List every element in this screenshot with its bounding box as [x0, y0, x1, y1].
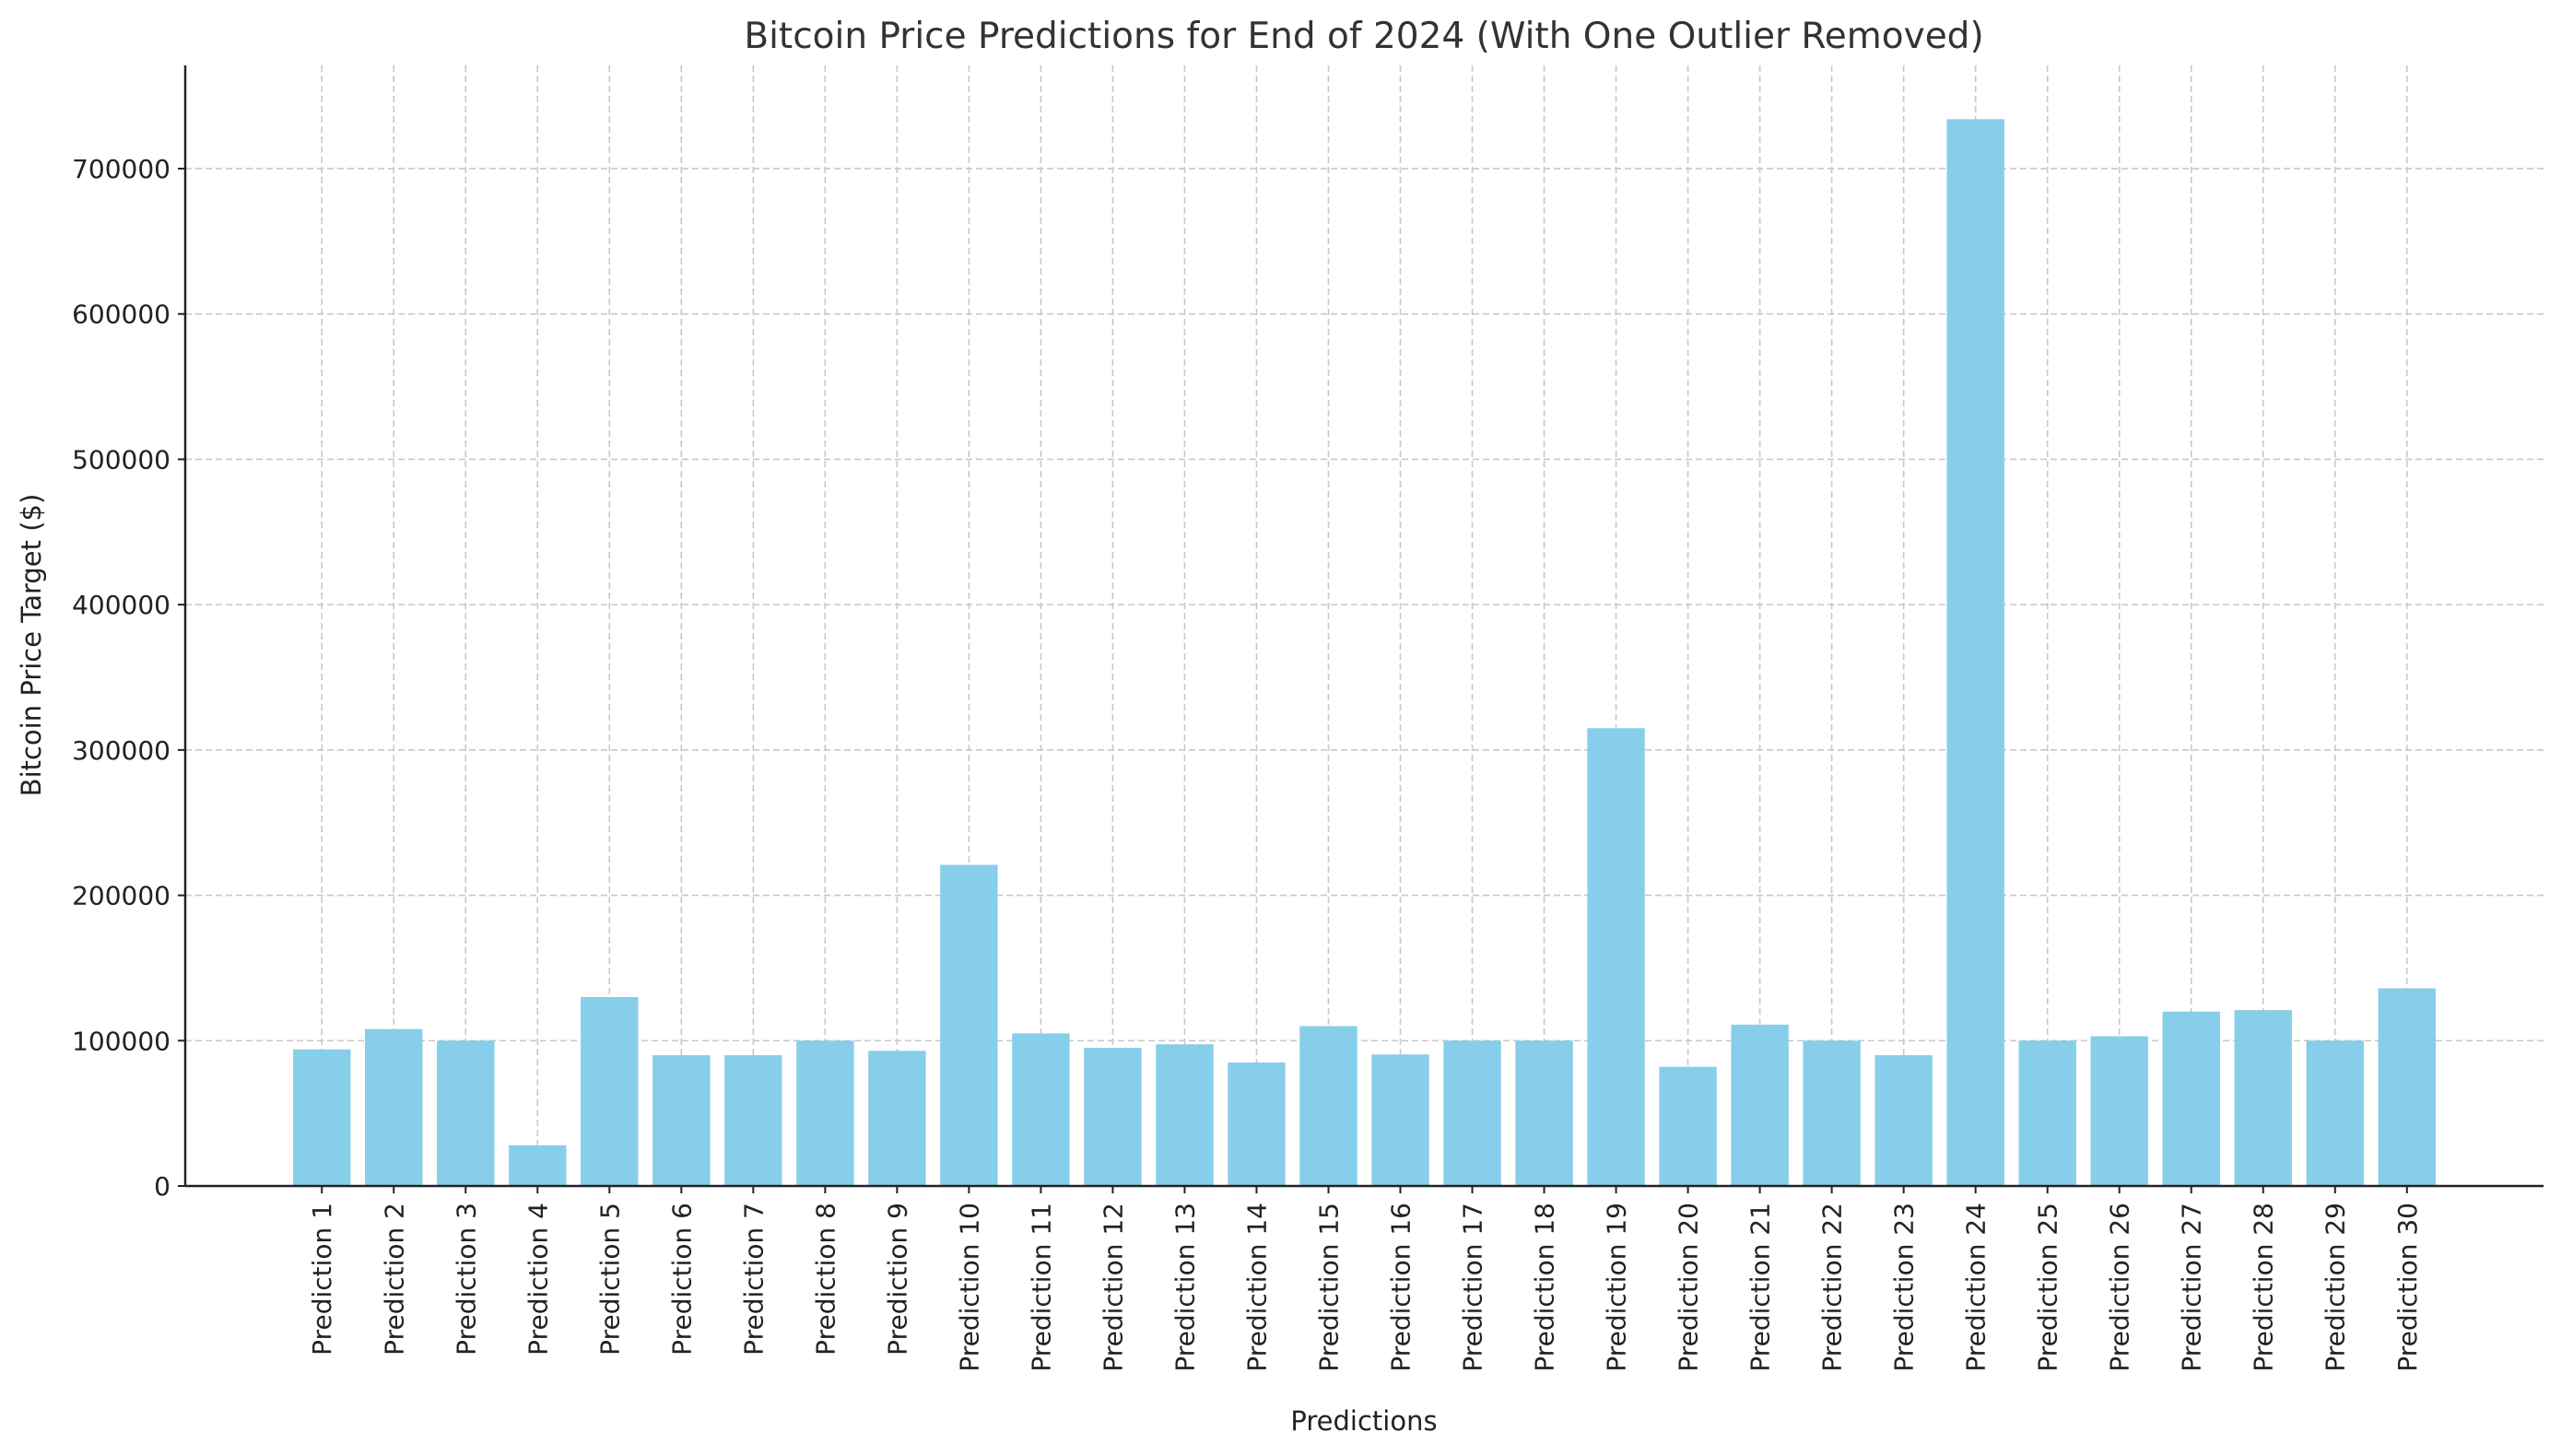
y-tick-label: 600000	[72, 299, 170, 330]
x-tick-label: Prediction 11	[1026, 1203, 1056, 1372]
x-tick-label: Prediction 10	[954, 1203, 984, 1372]
x-ticks: Prediction 1 Prediction 2 Prediction 3 Pred…	[307, 1186, 2423, 1372]
bar-prediction-5	[581, 996, 639, 1186]
x-tick-label: Prediction 28	[2249, 1203, 2279, 1372]
bar-prediction-29	[2306, 1040, 2364, 1186]
bar-prediction-8	[796, 1040, 854, 1186]
bar-prediction-28	[2234, 1010, 2292, 1186]
bar-prediction-18	[1515, 1040, 1573, 1186]
x-tick-label: Prediction 27	[2177, 1203, 2207, 1372]
bar-prediction-20	[1659, 1066, 1717, 1186]
bar-prediction-3	[437, 1040, 495, 1186]
y-tick-label: 200000	[72, 881, 170, 911]
grid	[185, 65, 2544, 1186]
x-axis-label: Predictions	[1290, 1405, 1437, 1437]
x-tick-label: Prediction 21	[1745, 1203, 1776, 1372]
x-tick-label: Prediction 20	[1674, 1203, 1704, 1372]
x-tick-label: Prediction 2	[379, 1203, 409, 1356]
chart-title: Bitcoin Price Predictions for End of 202…	[744, 16, 1983, 57]
bar-prediction-12	[1084, 1048, 1142, 1186]
x-tick-label: Prediction 15	[1313, 1203, 1344, 1372]
bar-prediction-23	[1874, 1055, 1933, 1186]
y-tick-label: 100000	[72, 1026, 170, 1056]
x-tick-label: Prediction 7	[738, 1203, 769, 1356]
x-tick-label: Prediction 25	[2033, 1203, 2063, 1372]
bar-prediction-25	[2018, 1040, 2076, 1186]
bar-prediction-26	[2090, 1036, 2148, 1186]
x-tick-label: Prediction 23	[1889, 1203, 1920, 1372]
x-tick-label: Prediction 3	[451, 1203, 481, 1356]
bar-prediction-21	[1731, 1024, 1789, 1186]
bar-prediction-13	[1156, 1044, 1214, 1186]
y-tick-label: 400000	[72, 590, 170, 620]
bar-prediction-19	[1587, 728, 1645, 1186]
y-tick-label: 0	[154, 1171, 170, 1202]
bar-prediction-14	[1228, 1062, 1286, 1186]
x-tick-label: Prediction 18	[1530, 1203, 1560, 1372]
bar-prediction-27	[2162, 1011, 2220, 1186]
bar-prediction-17	[1443, 1040, 1501, 1186]
bar-prediction-16	[1371, 1054, 1429, 1186]
bar-prediction-15	[1299, 1026, 1357, 1186]
axes	[183, 65, 2544, 1188]
bar-prediction-10	[940, 864, 998, 1186]
x-tick-label: Prediction 13	[1169, 1203, 1200, 1372]
y-axis-label: Bitcoin Price Target ($)	[16, 494, 47, 797]
x-tick-label: Prediction 4	[523, 1203, 553, 1356]
x-tick-label: Prediction 1	[307, 1203, 337, 1356]
bar-prediction-7	[724, 1055, 782, 1186]
x-tick-label: Prediction 5	[594, 1203, 625, 1356]
y-tick-label: 500000	[72, 444, 170, 475]
y-tick-label: 300000	[72, 735, 170, 766]
bar-prediction-24	[1946, 119, 2004, 1187]
x-tick-label: Prediction 26	[2105, 1203, 2135, 1372]
bar-prediction-2	[365, 1028, 423, 1186]
bar-prediction-22	[1803, 1040, 1861, 1186]
x-tick-label: Prediction 8	[810, 1203, 840, 1356]
bar-prediction-30	[2378, 988, 2436, 1186]
x-tick-label: Prediction 29	[2321, 1203, 2351, 1372]
x-tick-label: Prediction 9	[882, 1203, 912, 1356]
x-tick-label: Prediction 22	[1817, 1203, 1848, 1372]
x-tick-label: Prediction 19	[1602, 1203, 1632, 1372]
x-tick-label: Prediction 6	[666, 1203, 697, 1356]
x-tick-label: Prediction 30	[2392, 1203, 2423, 1372]
y-tick-label: 700000	[72, 154, 170, 184]
x-tick-label: Prediction 12	[1098, 1203, 1128, 1372]
bar-prediction-4	[509, 1145, 567, 1186]
y-ticks: 0 100000 200000 300000 400000 500000 600000 700…	[72, 154, 185, 1202]
bar-prediction-9	[868, 1051, 926, 1186]
x-tick-label: Prediction 14	[1241, 1203, 1272, 1372]
bar-prediction-6	[652, 1055, 711, 1186]
x-tick-label: Prediction 24	[1961, 1203, 1992, 1372]
x-tick-label: Prediction 16	[1386, 1203, 1416, 1372]
bar-prediction-1	[293, 1049, 351, 1186]
bar-prediction-11	[1012, 1033, 1070, 1186]
bars	[293, 119, 2436, 1187]
x-tick-label: Prediction 17	[1458, 1203, 1488, 1372]
